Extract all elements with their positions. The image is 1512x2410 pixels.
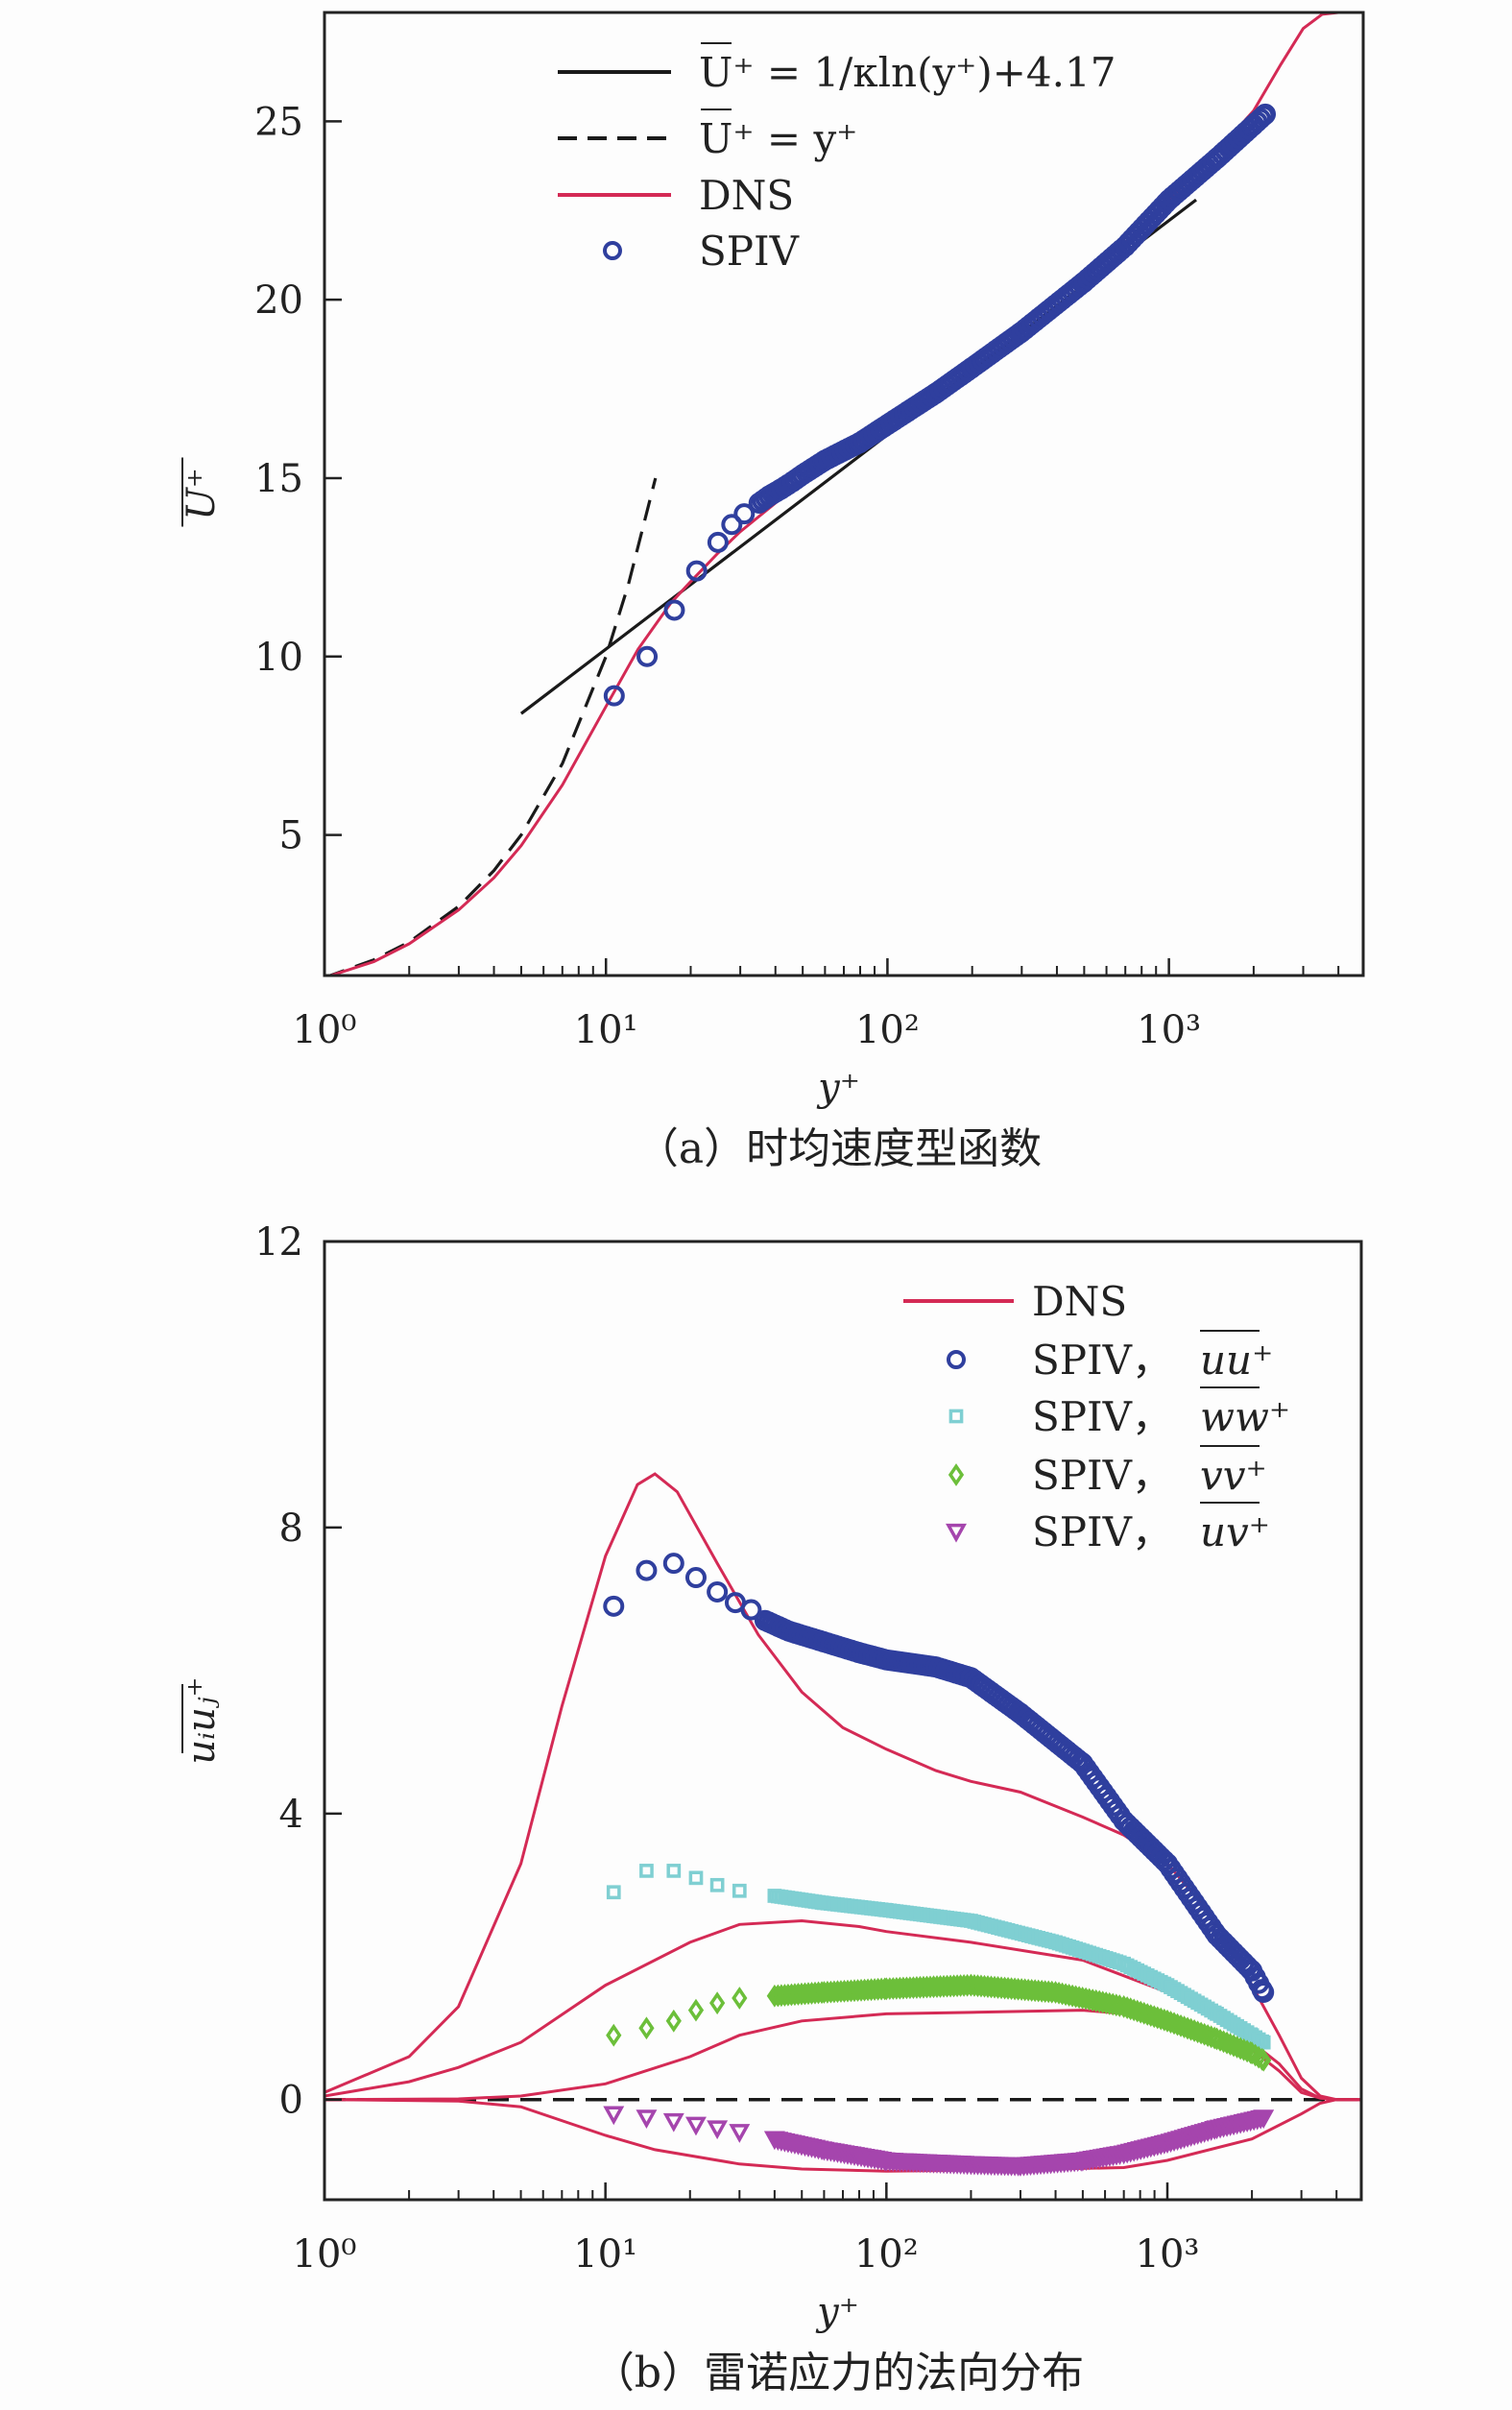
x-axis-label: y⁺ [816, 1066, 860, 1110]
spiv-vv-point [1256, 2048, 1272, 2072]
plot-area [325, 12, 1363, 976]
spiv-point [603, 685, 625, 707]
y-tick-label: 15 [254, 457, 303, 501]
x-axis-label: y⁺ [815, 2290, 859, 2334]
spiv-uu-point [684, 1567, 707, 1589]
x-tick-label: 10³ [1136, 2232, 1200, 2277]
spiv-uv-point [662, 2112, 684, 2133]
spiv-vv-point [638, 2016, 655, 2040]
legend-vv-marker [948, 1463, 965, 1486]
spiv-uu-point [662, 1553, 684, 1575]
x-tick-label: 10⁰ [293, 1008, 357, 1052]
spiv-vv-point [687, 1998, 705, 2022]
legend-label: SPIV， [1032, 1508, 1172, 1555]
legend-math: uv⁺ [1200, 1508, 1270, 1555]
legend-label: DNS [699, 172, 794, 219]
spiv-uv-point [684, 2116, 707, 2136]
spiv-point [1249, 108, 1271, 130]
y-tick-label: 12 [254, 1220, 303, 1265]
legend-uu-marker [947, 1350, 966, 1369]
x-tick-label: 10¹ [573, 2232, 637, 2277]
spiv-uv-point [603, 2106, 625, 2126]
dns-line [324, 1472, 1361, 2102]
spiv-uu-point [636, 1559, 658, 1581]
spiv-uu-point [707, 1580, 729, 1603]
legend-label: SPIV [699, 228, 800, 275]
plot-area [324, 1472, 1361, 2177]
y-axis-label: U⁺ [180, 468, 224, 520]
chart-a-mean-velocity: 10⁰ 10¹ 10² 10³ 5 10 15 20 25 y⁺ U⁺ （a）时均速度型函数 U⁺ = … [180, 11, 1365, 1173]
spiv-ww-point [666, 1864, 682, 1878]
spiv-vv-point [606, 2023, 622, 2047]
figure-caption: （b）雷诺应力的法向分布 [592, 2349, 1084, 2398]
spiv-vv-point [732, 1987, 748, 2010]
spiv-ww-point [732, 1883, 747, 1898]
spiv-ww-point [688, 1870, 704, 1886]
spiv-uu-point [603, 1595, 625, 1617]
legend-math: ww⁺ [1200, 1393, 1290, 1440]
spiv-ww-point [1256, 2035, 1271, 2050]
spiv-point [636, 645, 659, 667]
legend-spiv-marker [603, 241, 622, 260]
y-tick-label: 4 [279, 1793, 303, 1837]
spiv-point [685, 560, 708, 582]
spiv-uu-point [740, 1599, 762, 1621]
legend-uv-marker [946, 1523, 967, 1543]
legend-math: uu⁺ [1200, 1337, 1273, 1384]
legend-label: SPIV， [1032, 1393, 1172, 1440]
y-tick-label: 5 [279, 814, 303, 858]
dns-line [324, 1918, 1361, 2102]
dns-line [324, 2009, 1361, 2102]
figure-caption: （a）时均速度型函数 [636, 1124, 1042, 1173]
spiv-ww-point [639, 1864, 654, 1878]
spiv-point [1255, 103, 1277, 125]
spiv-point [733, 503, 756, 525]
legend-label: DNS [1032, 1278, 1127, 1325]
spiv-point [663, 599, 685, 621]
x-tick-label: 10¹ [574, 1008, 638, 1052]
x-tick-label: 10² [854, 2232, 919, 2277]
spiv-uv-point [729, 2124, 751, 2143]
y-tick-label: 20 [254, 278, 303, 323]
legend: U⁺ = 1/κln(y⁺)+4.17 U⁺ = y⁺ DNS SPIV [558, 42, 1116, 275]
y-tick-label: 0 [279, 2079, 303, 2123]
legend-label: U⁺ = 1/κln(y⁺)+4.17 [699, 49, 1116, 96]
legend-label: SPIV， [1032, 1452, 1172, 1499]
y-axis-label: uᵢuⱼ⁺ [180, 1676, 224, 1764]
spiv-ww-point [709, 1877, 725, 1892]
legend-math: vv⁺ [1200, 1452, 1267, 1499]
legend: DNS SPIV， uu⁺ SPIV， ww⁺ SPIV， vv⁺ SPIV， uv⁺ [903, 1278, 1290, 1555]
y-tick-label: 10 [254, 636, 303, 680]
spiv-uv-point [1253, 2109, 1275, 2129]
visc-line [325, 477, 658, 976]
spiv-point [707, 531, 729, 553]
spiv-vv-point [665, 2009, 682, 2033]
legend-ww-marker [948, 1409, 964, 1424]
spiv-vv-point [709, 1991, 726, 2015]
x-tick-label: 10² [855, 1008, 920, 1052]
legend-label: U⁺ = y⁺ [699, 115, 857, 162]
spiv-point [721, 514, 743, 536]
spiv-ww-point [606, 1885, 621, 1900]
chart-b-reynolds-stress: 10⁰ 10¹ 10² 10³ 0 4 8 12 y⁺ uᵢuⱼ⁺ （b）雷诺应力的法向分布 DNS S… [180, 1220, 1363, 2398]
legend-label: SPIV， [1032, 1337, 1172, 1384]
spiv-uv-point [707, 2120, 729, 2140]
y-tick-label: 8 [279, 1506, 303, 1551]
plot-frame [323, 1240, 1363, 2202]
spiv-uv-point [636, 2109, 658, 2129]
y-tick-label: 25 [254, 100, 303, 144]
x-tick-label: 10⁰ [293, 2232, 357, 2277]
spiv-uu-point [1253, 1982, 1275, 2004]
x-tick-label: 10³ [1137, 1008, 1201, 1052]
